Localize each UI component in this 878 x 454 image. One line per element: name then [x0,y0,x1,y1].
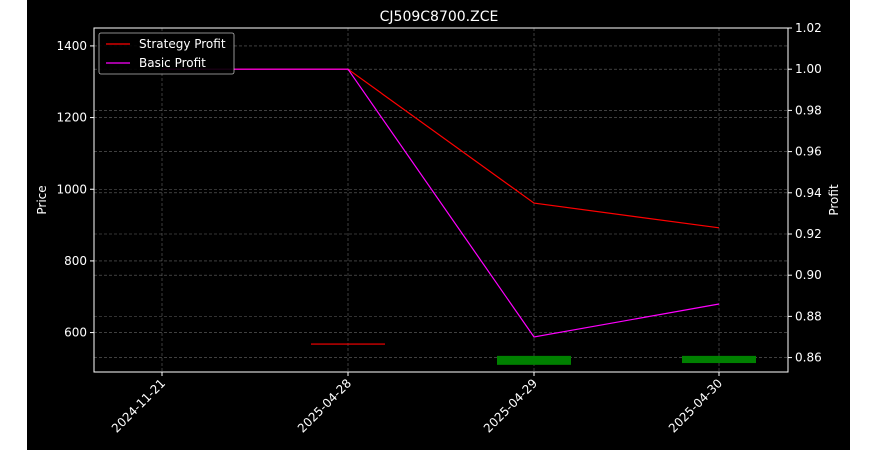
y-right-tick-label-4: 0.94 [795,186,822,200]
x-tick-label-0: 2024-11-21 [109,376,168,435]
y-right-tick-label-2: 0.90 [795,268,822,282]
y-right-tick-label-6: 0.98 [795,103,822,117]
plot-frame [93,27,789,373]
legend: Strategy Profit Basic Profit [98,32,235,75]
y-axis-label-left: Price [35,185,49,214]
x-tick-label-3: 2025-04-30 [666,376,725,435]
y-left-tick-label-2: 1000 [56,182,87,196]
legend-label-1: Basic Profit [139,56,206,70]
x-tick-label-2: 2025-04-29 [481,376,540,435]
y-left-tick-label-1: 800 [64,254,87,268]
y-left-tick-label-4: 1400 [56,39,87,53]
x-tick-label-1: 2025-04-28 [295,376,354,435]
y-left-tick-label-0: 600 [64,326,87,340]
price-bar-1 [497,355,571,365]
y-left-tick-label-3: 1200 [56,111,87,125]
profit-lines [162,68,720,338]
grid-lines [94,27,788,372]
y-right-tick-label-7: 1.00 [795,62,822,76]
legend-label-0: Strategy Profit [139,37,226,51]
y-right-tick-label-1: 0.88 [795,309,822,323]
chart-figure: CJ509C8700.ZCE 600 800 1000 1200 1400 0.86 0.8… [27,0,850,450]
y-right-tick-label-5: 0.96 [795,145,822,159]
series-line-0 [162,68,720,229]
chart-title: CJ509C8700.ZCE [380,9,499,25]
chart-svg: CJ509C8700.ZCE 600 800 1000 1200 1400 0.86 0.8… [35,9,841,435]
y-right-tick-label-3: 0.92 [795,227,822,241]
series-line-1 [162,68,720,338]
price-bar-2 [682,355,756,364]
price-bars [311,343,756,365]
legend-box [98,32,235,75]
axes: 600 800 1000 1200 1400 0.86 0.88 0.90 0.92 0.94 0.… [56,21,821,435]
y-axis-label-right: Profit [827,184,841,216]
y-right-tick-label-0: 0.86 [795,351,822,365]
y-right-tick-label-8: 1.02 [795,21,822,35]
